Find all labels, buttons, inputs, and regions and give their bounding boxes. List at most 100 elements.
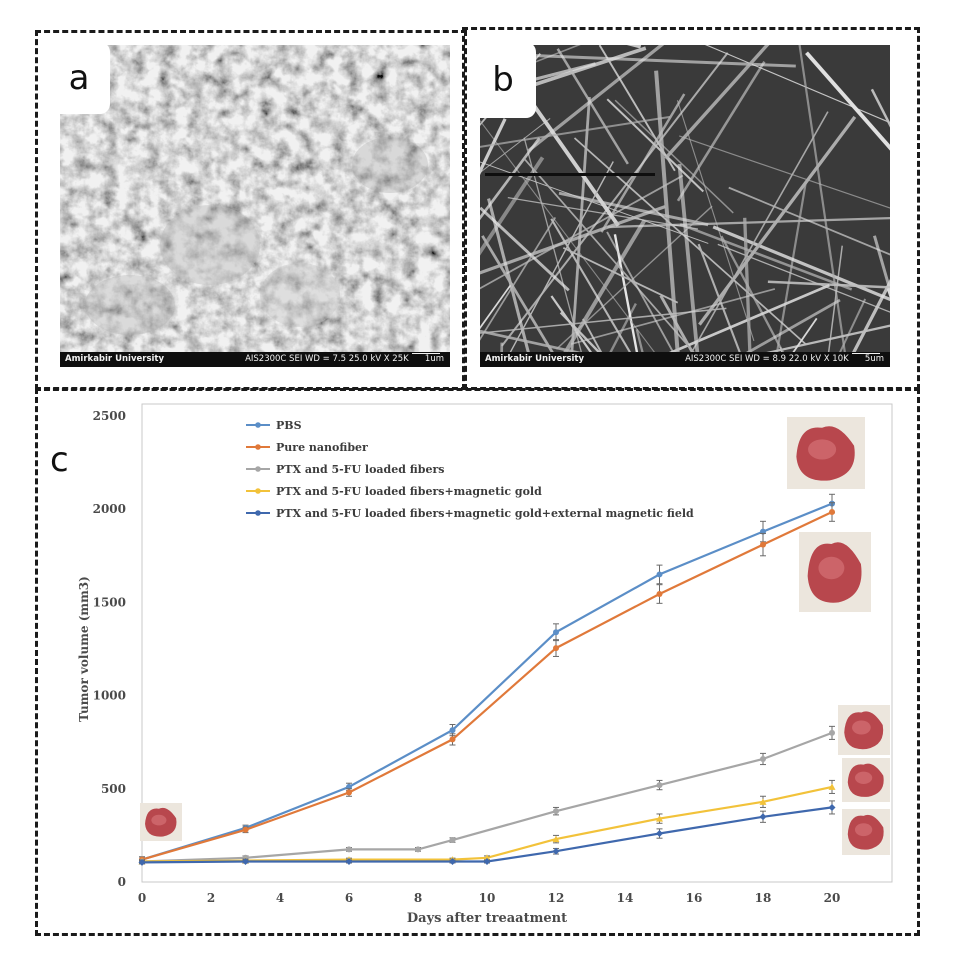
- tumor-highlight: [852, 720, 871, 735]
- fiber: [712, 225, 890, 302]
- fiber: [480, 118, 551, 174]
- data-point: [415, 846, 421, 853]
- tumor-highlight: [818, 556, 845, 580]
- sem-a-info: AIS2300C SEI WD = 7.5 25.0 kV X 25K 1um: [245, 352, 444, 367]
- data-point: [449, 727, 456, 734]
- legend-entry: PTX and 5-FU loaded fibers+magnetic gold…: [276, 507, 694, 520]
- legend-swatch-marker: [255, 444, 261, 450]
- fiber: [556, 48, 629, 165]
- sem-b-scale: 5um: [864, 354, 884, 364]
- y-tick-label: 0: [118, 875, 126, 889]
- data-point: [552, 847, 560, 855]
- series-line: [141, 511, 833, 861]
- y-axis-label: Tumor volume (mm3): [77, 576, 91, 722]
- fiber: [704, 45, 890, 124]
- fiber: [698, 115, 857, 326]
- y-tick-label: 500: [101, 782, 126, 796]
- y-tick-label: 2000: [93, 502, 126, 516]
- x-tick-label: 12: [548, 891, 565, 905]
- sem-info-bar-b: Amirkabir University AIS2300C SEI WD = 8…: [480, 352, 890, 367]
- series-ptx-and-5-fu-loaded-fibers-magnetic-gold-external-magnetic-field: [138, 800, 836, 866]
- x-tick-label: 6: [345, 891, 353, 905]
- x-tick-label: 10: [479, 891, 496, 905]
- fiber: [481, 235, 563, 367]
- fiber: [613, 234, 641, 367]
- legend-entry: PTX and 5-FU loaded fibers+magnetic gold: [276, 485, 542, 498]
- data-point: [449, 736, 456, 743]
- x-axis-label: Days after treaatment: [407, 911, 567, 926]
- fiber: [676, 100, 755, 342]
- data-point: [828, 803, 836, 811]
- panel-label-c: c: [50, 440, 69, 480]
- fiber: [480, 118, 507, 176]
- sem-b-info: AIS2300C SEI WD = 8.9 22.0 kV X 10K 5um: [685, 352, 884, 367]
- fiber: [728, 186, 890, 256]
- fiber: [550, 295, 603, 367]
- data-point: [656, 591, 663, 598]
- sem-a-institution: Amirkabir University: [65, 354, 165, 364]
- fiber: [743, 217, 753, 367]
- inset-scale-bar: [485, 173, 655, 176]
- panel-c-frame: [35, 388, 920, 936]
- fiber: [480, 62, 596, 95]
- chart-legend: PBS Pure nanofiber PTX and 5-FU loaded fib…: [246, 419, 694, 520]
- data-point: [552, 835, 560, 843]
- x-tick-label: 0: [138, 891, 146, 905]
- fiber: [480, 119, 667, 367]
- data-point: [656, 815, 663, 822]
- data-point: [242, 857, 249, 865]
- data-point: [345, 857, 353, 865]
- panel-label-a: a: [48, 42, 110, 114]
- sem-a-scale: 1um: [424, 354, 444, 364]
- data-point: [829, 508, 835, 515]
- fiber: [844, 278, 890, 367]
- y-tick-label: 2500: [93, 409, 126, 423]
- fiber: [719, 298, 841, 367]
- sem-image-a: Amirkabir University AIS2300C SEI WD = 7…: [60, 45, 450, 367]
- x-tick-label: 8: [414, 891, 422, 905]
- sem-image-b: Amirkabir University AIS2300C SEI WD = 8…: [480, 45, 890, 367]
- series-ptx-and-5-fu-loaded-fibers: [139, 725, 835, 865]
- legend-entry: PTX and 5-FU loaded fibers: [276, 463, 444, 476]
- sem-b-params: AIS2300C SEI WD = 8.9 22.0 kV X 10K: [685, 354, 849, 364]
- fiber: [679, 135, 890, 209]
- tumor-highlight: [854, 771, 873, 784]
- fiber: [601, 303, 637, 367]
- data-point: [656, 830, 663, 838]
- legend-swatch-marker: [255, 422, 261, 428]
- data-point: [656, 782, 663, 789]
- fiber: [872, 235, 890, 296]
- data-point: [449, 857, 456, 865]
- fiber: [527, 45, 665, 153]
- data-point: [242, 826, 249, 833]
- x-tick-label: 14: [617, 891, 634, 905]
- x-tick-label: 4: [276, 891, 284, 905]
- sem-b-scale-bar: [852, 353, 880, 354]
- fiber: [606, 98, 704, 193]
- sem-texture-a: [60, 45, 450, 352]
- fiber: [677, 163, 701, 367]
- series-line: [141, 502, 833, 861]
- data-point: [828, 783, 836, 790]
- data-point: [553, 629, 559, 636]
- data-point: [138, 858, 146, 866]
- data-point: [346, 846, 352, 853]
- chart-axes: 0 500 1000 1500 2000 2500 0 2 4 6 8 10 12 14 16 18 20 Day…: [77, 409, 840, 926]
- series-pure-nanofiber: [139, 502, 835, 863]
- fiber: [582, 318, 611, 367]
- fiber: [570, 288, 776, 345]
- fiber: [480, 205, 666, 275]
- data-point: [829, 729, 835, 736]
- fiber: [676, 60, 766, 202]
- chart-series: [138, 493, 836, 866]
- x-tick-label: 16: [686, 891, 703, 905]
- fiber: [480, 307, 727, 334]
- data-point: [483, 857, 491, 865]
- series-line: [141, 785, 833, 863]
- y-tick-label: 1500: [93, 595, 126, 609]
- legend-swatch-marker: [255, 466, 261, 472]
- data-point: [760, 755, 766, 762]
- data-point: [553, 808, 559, 815]
- tumor-highlight: [808, 439, 837, 460]
